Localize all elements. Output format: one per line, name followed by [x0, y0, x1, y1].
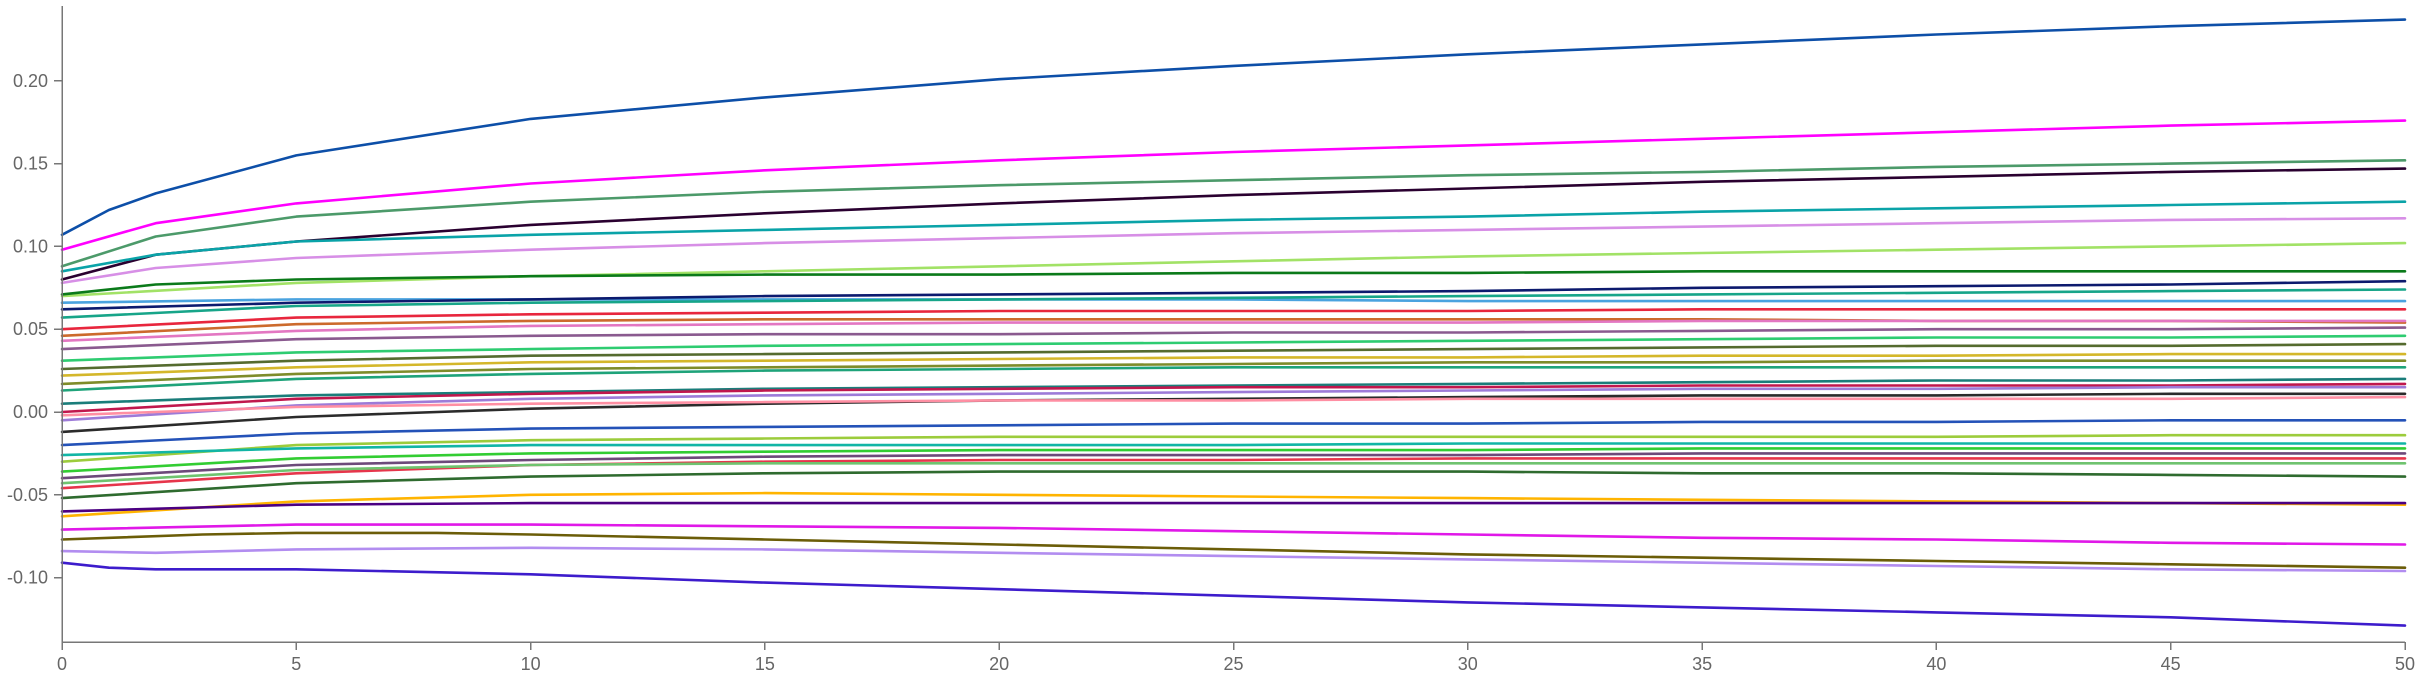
series-line-4: [60, 167, 2407, 281]
series-line-18: [60, 352, 2407, 377]
x-tick-label: 45: [2161, 654, 2181, 674]
series-line-29: [60, 447, 2407, 473]
x-tick-label: 20: [989, 654, 1009, 674]
series-line-16: [60, 334, 2407, 363]
series-line-19: [60, 359, 2407, 386]
series-line-33: [60, 470, 2407, 500]
series-line-5: [60, 200, 2407, 273]
series-line-11: [60, 288, 2407, 319]
series-line-37: [60, 531, 2407, 570]
series-line-3: [60, 159, 2407, 268]
series-line-35: [60, 501, 2407, 513]
y-tick-label: 0.15: [13, 154, 48, 174]
series-line-7: [60, 241, 2407, 298]
series-line-15: [60, 326, 2407, 351]
y-tick-label: -0.05: [7, 485, 48, 505]
x-tick-label: 10: [521, 654, 541, 674]
series-line-20: [60, 365, 2407, 392]
series-line-10: [60, 279, 2407, 311]
series-line-22: [60, 382, 2407, 414]
x-tick-label: 35: [1692, 654, 1712, 674]
x-tick-label: 50: [2395, 654, 2415, 674]
series-line-23: [60, 385, 2407, 422]
ticks-layer: 0 5 10 15 20 25 30 35 40 45 50 -0.10 -0.05 0.00 0.05 0.…: [7, 71, 2415, 674]
series-line-24: [60, 392, 2407, 434]
series-line-6: [60, 217, 2407, 285]
y-tick-label: -0.10: [7, 568, 48, 588]
y-tick-label: 0.05: [13, 319, 48, 339]
x-tick-label: 40: [1926, 654, 1946, 674]
series-line-12: [60, 307, 2407, 331]
series-line-17: [60, 342, 2407, 371]
y-tick-label: 0.10: [13, 236, 48, 256]
series-line-32: [60, 461, 2407, 485]
series-line-25: [60, 395, 2407, 417]
series-layer: [60, 18, 2407, 627]
x-tick-label: 25: [1223, 654, 1243, 674]
series-line-30: [60, 452, 2407, 480]
y-tick-label: 0.00: [13, 402, 48, 422]
axes-layer: [61, 6, 2405, 643]
x-tick-label: 5: [291, 654, 301, 674]
x-tick-label: 15: [755, 654, 775, 674]
series-line-28: [60, 442, 2407, 457]
x-tick-label: 0: [57, 654, 67, 674]
x-tick-label: 30: [1458, 654, 1478, 674]
series-line-27: [60, 433, 2407, 464]
series-line-2: [60, 119, 2407, 251]
series-line-14: [60, 319, 2407, 343]
series-line-8: [60, 269, 2407, 296]
series-line-1: [60, 18, 2407, 237]
y-tick-label: 0.20: [13, 71, 48, 91]
series-line-38: [60, 546, 2407, 573]
series-line-39: [60, 561, 2407, 627]
series-line-36: [60, 523, 2407, 546]
series-line-21: [60, 377, 2407, 406]
series-line-26: [60, 418, 2407, 447]
